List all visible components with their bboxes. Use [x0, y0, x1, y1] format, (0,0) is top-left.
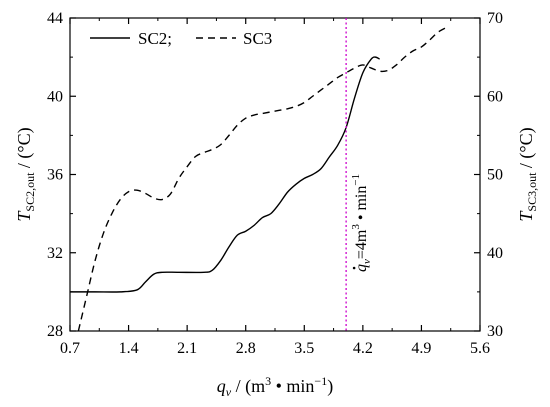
y-left-tick-label: 40 [47, 88, 63, 105]
x-tick-label: 5.6 [470, 340, 490, 357]
y-right-tick-label: 60 [487, 88, 503, 105]
y-left-tick-label: 32 [47, 245, 63, 262]
x-tick-label: 4.2 [353, 340, 373, 357]
legend: SC2; SC3 [90, 29, 272, 48]
x-tick-label: 4.9 [411, 340, 431, 357]
series-line-sc3 [77, 26, 447, 331]
y-left-tick-label: 28 [47, 323, 63, 340]
plot-frame [69, 17, 481, 332]
x-tick-label: 2.8 [236, 340, 256, 357]
annotation-dot [352, 266, 356, 270]
legend-label-sc2: SC2; [138, 29, 172, 48]
x-tick-label: 3.5 [294, 340, 314, 357]
y-left-tick-label: 44 [47, 10, 63, 27]
y-right-axis-label: TSC3,out / (°C) [516, 127, 539, 221]
annotation-label: qv=4m3 • min−1 [350, 174, 373, 272]
y-right-tick-label: 70 [487, 10, 503, 27]
series-line-sc2 [70, 56, 380, 293]
x-axis-label: qv / (m3 • min−1) [217, 374, 333, 399]
x-tick-label: 1.4 [119, 340, 139, 357]
y-right-tick-label: 50 [487, 167, 503, 184]
y-right-tick-label: 40 [487, 245, 503, 262]
legend-label-sc3: SC3 [243, 29, 272, 48]
x-tick-label: 2.1 [177, 340, 197, 357]
y-right-tick-label: 30 [487, 323, 503, 340]
y-left-tick-label: 36 [47, 167, 63, 184]
x-tick-label: 0.7 [60, 340, 80, 357]
y-left-axis-label: TSC2,out / (°C) [14, 127, 37, 221]
